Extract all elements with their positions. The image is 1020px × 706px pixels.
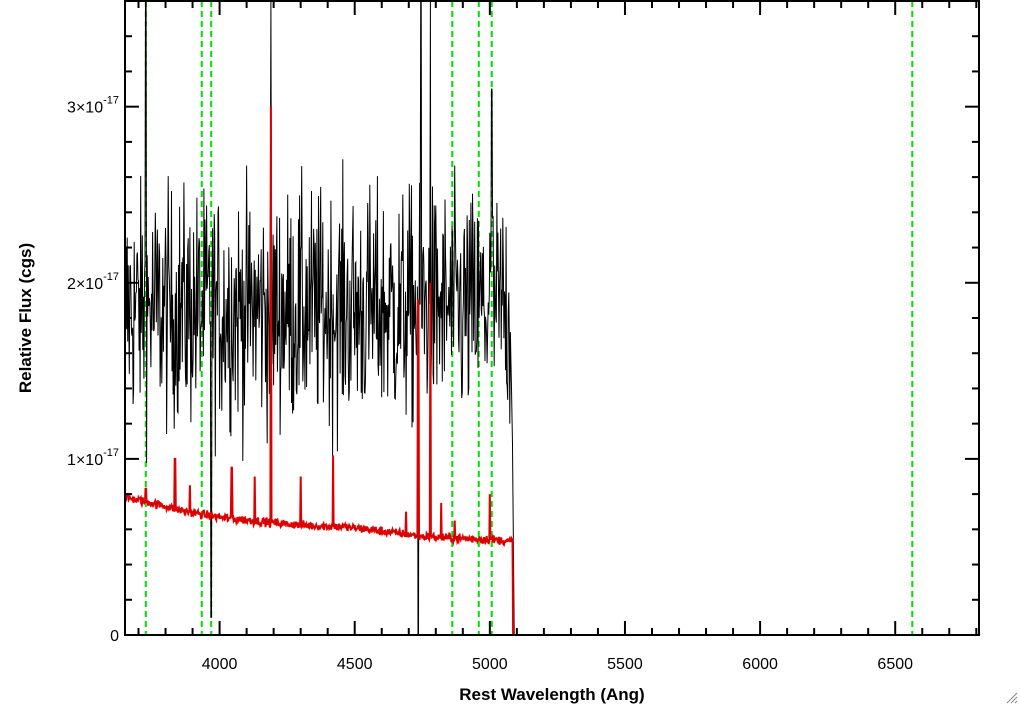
resize-grip-icon[interactable] [1004, 690, 1018, 704]
x-tick-label: 6500 [877, 656, 913, 673]
axis-ticks [125, 0, 979, 636]
y-axis-label: Relative Flux (cgs) [16, 243, 35, 393]
observed-spectrum-line [124, 0, 515, 636]
y-tick-label: 0 [110, 628, 119, 645]
y-tick-label: 3×10-17 [67, 95, 119, 117]
x-tick-label: 5000 [472, 656, 508, 673]
x-tick-label: 5500 [607, 656, 643, 673]
x-axis-label: Rest Wavelength (Ang) [459, 685, 644, 704]
x-tick-label: 4000 [202, 656, 238, 673]
x-tick-label: 4500 [337, 656, 373, 673]
plot-frame [124, 0, 980, 636]
y-tick-labels: 0 1×10-17 2×10-17 3×10-17 [67, 95, 119, 645]
y-tick-label: 1×10-17 [67, 447, 119, 469]
y-tick-label: 2×10-17 [67, 271, 119, 293]
x-tick-labels: 4000 4500 5000 5500 6000 6500 [202, 656, 913, 673]
x-tick-label: 6000 [742, 656, 778, 673]
model-spectrum-line [124, 106, 979, 636]
series-group [124, 0, 979, 636]
